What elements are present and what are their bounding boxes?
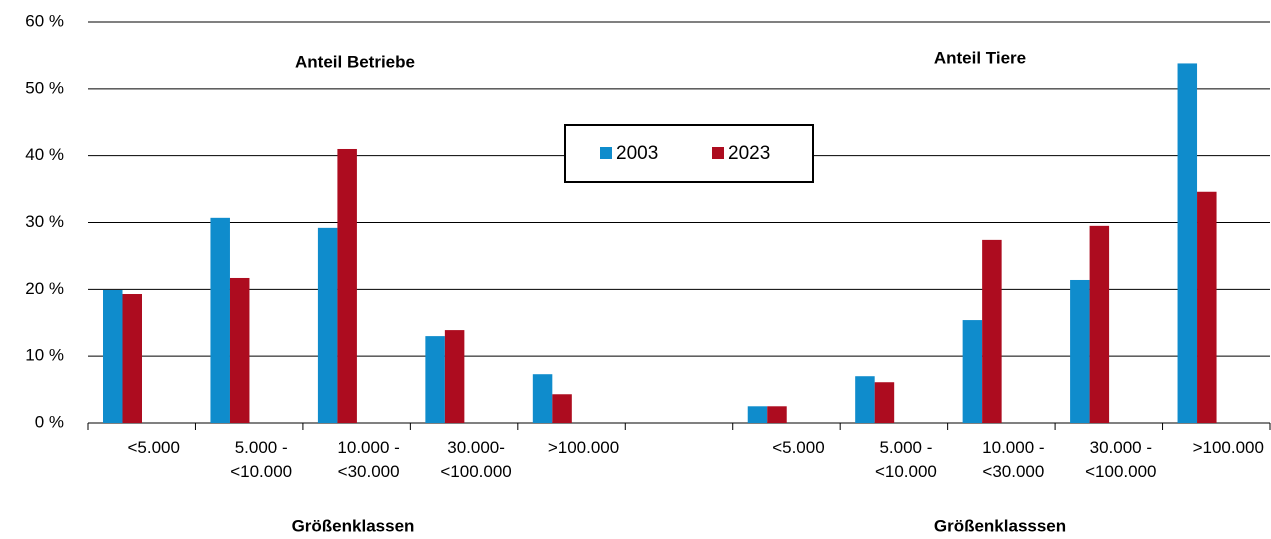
x-tick-label: 5.000 - <10.000 — [874, 438, 937, 481]
bar — [767, 406, 787, 423]
y-tick-label: 40 % — [25, 145, 64, 164]
bar — [982, 239, 1002, 423]
x-tick-label: >100.000 — [547, 438, 620, 457]
bar — [444, 330, 465, 423]
bar — [1089, 225, 1110, 423]
x-tick-label: 5.000 - <10.000 — [230, 438, 293, 481]
x-tick-label: 30.000 - <100.000 — [1085, 438, 1157, 481]
legend-swatch — [712, 147, 724, 159]
bar — [962, 320, 983, 423]
legend-label: 2023 — [728, 143, 770, 164]
y-tick-label: 0 % — [35, 412, 64, 431]
y-tick-label: 20 % — [25, 279, 64, 298]
bar — [552, 394, 572, 423]
x-tick-label: 30.000- <100.000 — [440, 438, 512, 481]
bar — [425, 336, 445, 423]
x-tick-label: 10.000 - <30.000 — [337, 438, 400, 481]
bar — [1070, 279, 1090, 423]
bar — [1177, 63, 1198, 423]
y-tick-label: 10 % — [25, 346, 64, 365]
bar — [229, 277, 250, 423]
x-tick-label: <5.000 — [127, 438, 180, 457]
bar — [122, 294, 142, 423]
y-tick-label: 30 % — [25, 212, 64, 231]
annotation: Anteil Betriebe — [295, 52, 415, 71]
bar — [317, 227, 338, 423]
x-tick-label: 10.000 - <30.000 — [982, 438, 1045, 481]
y-tick-label: 50 % — [25, 78, 64, 97]
bar — [337, 148, 357, 423]
bar — [855, 376, 875, 423]
bar — [874, 382, 895, 423]
bar — [532, 374, 553, 423]
bar — [103, 290, 123, 423]
legend-label: 2003 — [616, 143, 658, 164]
x-tick-label: >100.000 — [1192, 438, 1264, 457]
x-axis-label: Größenklassen — [292, 516, 415, 535]
x-tick-label: <5.000 — [772, 438, 825, 457]
bar — [1197, 191, 1217, 423]
legend-swatch — [600, 147, 612, 159]
y-tick-label: 60 % — [25, 11, 64, 30]
x-axis-label: Größenklasssen — [934, 516, 1066, 535]
annotation: Anteil Tiere — [934, 48, 1026, 67]
bar — [747, 406, 768, 423]
bar — [210, 217, 230, 423]
